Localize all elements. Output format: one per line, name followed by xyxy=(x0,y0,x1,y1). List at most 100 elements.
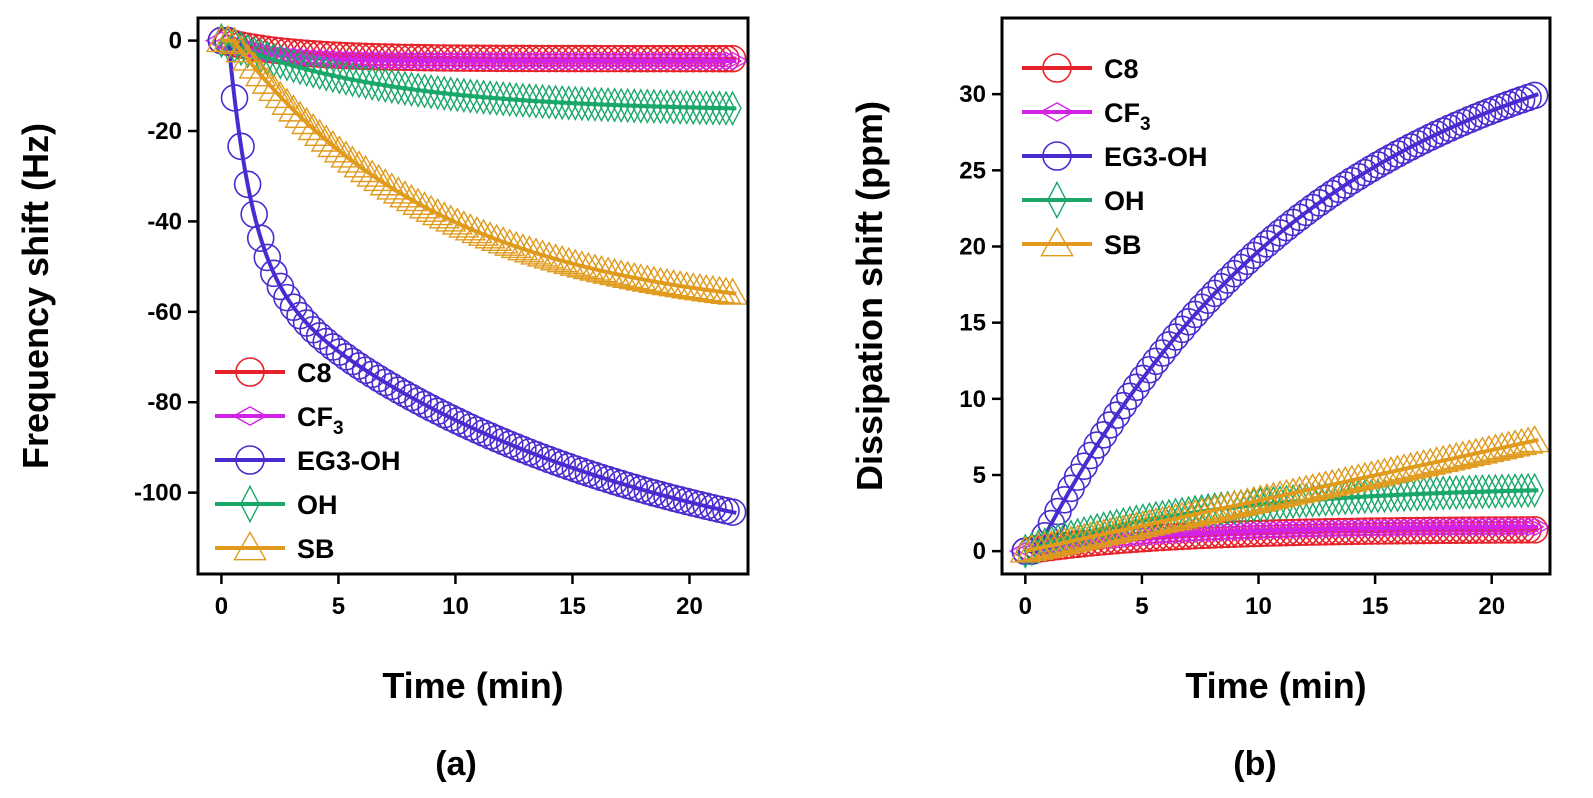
legend-marker xyxy=(1039,102,1075,122)
data-point xyxy=(290,49,310,86)
chart-panel-a: 0 5 10 15 20 0 -20 -40 -60 -80 -100 Time (min) Frequ… xyxy=(15,16,750,783)
y-tick-label: 0 xyxy=(973,538,986,565)
legend-marker xyxy=(1040,226,1074,257)
series-eg3-oh-markers xyxy=(207,26,747,526)
legend-label: SB xyxy=(297,534,335,564)
data-point xyxy=(277,94,310,122)
data-point xyxy=(363,163,395,192)
data-point xyxy=(258,40,277,76)
x-tick-label: 15 xyxy=(559,593,586,620)
data-point xyxy=(1122,373,1151,402)
data-point xyxy=(238,51,270,79)
legend-subscript: 3 xyxy=(1140,114,1151,135)
data-point xyxy=(1520,81,1549,110)
data-point xyxy=(389,180,421,208)
legend-item-oh: OH xyxy=(215,484,338,524)
data-point xyxy=(709,51,743,71)
data-point xyxy=(482,424,511,453)
y-tick-label: 5 xyxy=(973,462,986,489)
data-point xyxy=(260,259,288,288)
x-tick-label: 0 xyxy=(215,593,228,620)
legend-item-sb: SB xyxy=(1022,226,1142,260)
x-tick-label: 10 xyxy=(442,593,469,620)
data-point xyxy=(264,80,296,109)
y-tick-label: -80 xyxy=(147,389,182,416)
legend-item-sb: SB xyxy=(215,530,335,564)
data-point xyxy=(1519,424,1550,453)
data-point xyxy=(1511,517,1545,537)
y-tick-label: -20 xyxy=(147,118,182,145)
data-point xyxy=(1390,136,1418,165)
series-sb-line xyxy=(221,38,737,296)
series-cf-line xyxy=(1024,524,1539,554)
data-point xyxy=(304,118,336,147)
y-tick-label: -40 xyxy=(147,208,182,235)
data-point xyxy=(1383,140,1412,168)
data-point xyxy=(410,390,439,419)
series-cf-line xyxy=(220,38,737,63)
data-point xyxy=(351,356,380,385)
y-tick-label: 25 xyxy=(959,157,986,184)
data-point xyxy=(1429,117,1457,145)
x-tick-label: 0 xyxy=(1019,593,1032,620)
data-point xyxy=(443,407,472,435)
legend-label: C8 xyxy=(1104,54,1139,84)
series-eg3-oh-line xyxy=(1025,92,1539,554)
data-point xyxy=(277,46,297,82)
data-point xyxy=(1435,114,1464,143)
data-point xyxy=(258,73,290,102)
legend-label: CF3 xyxy=(297,402,344,439)
data-point xyxy=(456,413,485,441)
x-tick-label: 20 xyxy=(676,593,703,620)
legend-item-c8: C8 xyxy=(1022,53,1139,84)
x-tick-label: 5 xyxy=(332,593,345,620)
legend: C8 CF3 EG3-OH OH SB xyxy=(215,357,401,564)
legend-subscript: 3 xyxy=(333,418,344,439)
chart-panel-b: 0 5 10 15 20 0 5 10 15 20 25 30 Time (min) Dissipatio… xyxy=(849,16,1552,783)
legend-label: EG3-OH xyxy=(1104,142,1208,172)
data-point xyxy=(395,183,428,212)
data-point xyxy=(430,400,459,429)
data-point xyxy=(1442,111,1471,140)
data-point xyxy=(1083,431,1111,459)
data-point xyxy=(349,154,382,183)
y-tick-label: 15 xyxy=(959,310,986,337)
x-tick-label: 5 xyxy=(1135,593,1148,620)
data-point xyxy=(233,170,262,199)
data-point xyxy=(336,145,369,173)
data-point xyxy=(450,410,478,438)
x-tick-label: 10 xyxy=(1245,593,1272,620)
data-point xyxy=(1409,126,1438,155)
legend-marker xyxy=(1042,53,1072,83)
data-point xyxy=(1448,108,1477,137)
y-tick-label: 10 xyxy=(959,386,986,413)
data-point xyxy=(290,106,323,135)
data-point xyxy=(1525,472,1544,509)
data-point xyxy=(250,44,284,63)
plot-area xyxy=(204,22,748,526)
y-tick-label: 30 xyxy=(959,81,986,108)
data-point xyxy=(246,224,275,252)
data-point xyxy=(382,176,414,204)
plot-frame xyxy=(1000,16,1552,576)
data-point xyxy=(251,66,283,94)
data-point xyxy=(369,168,401,196)
data-point xyxy=(271,44,290,80)
y-tick-label: -60 xyxy=(147,299,182,326)
x-axis-label: Time (min) xyxy=(1185,665,1366,706)
panel-caption: (a) xyxy=(435,745,477,783)
data-point xyxy=(345,352,373,380)
data-point xyxy=(232,43,264,71)
data-point xyxy=(1096,411,1125,439)
x-tick-label: 15 xyxy=(1362,593,1389,620)
legend-item-cf: CF3 xyxy=(215,402,344,439)
data-point xyxy=(284,48,303,84)
x-axis-label: Time (min) xyxy=(382,665,563,706)
data-point xyxy=(1416,123,1444,152)
data-point xyxy=(225,28,244,64)
data-point xyxy=(297,51,316,88)
legend-label: OH xyxy=(297,490,338,520)
legend-label: OH xyxy=(1104,186,1145,216)
data-point xyxy=(317,129,349,158)
